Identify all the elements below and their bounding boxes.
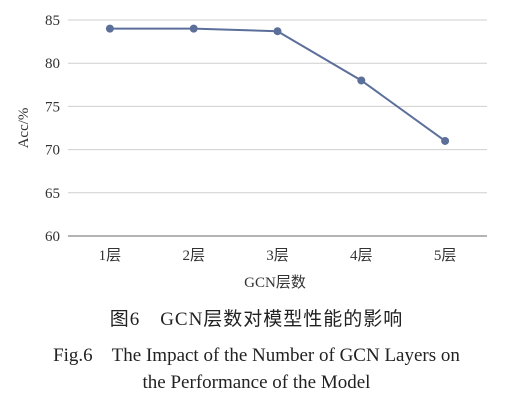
- x-tick-labels: 1层 2层 3层 4层 5层: [99, 248, 457, 264]
- line-chart: 60 65 70 75 80 85 1层 2层 3层 4层 5层 Acc/% GCN层数: [16, 13, 487, 291]
- y-axis-label: Acc/%: [16, 108, 32, 149]
- y-tick-label: 60: [45, 229, 60, 245]
- y-tick-label: 80: [45, 56, 60, 72]
- y-tick-labels: 60 65 70 75 80 85: [45, 13, 60, 245]
- figure-caption-english-line2: the Performance of the Model: [142, 372, 371, 393]
- x-axis-label: GCN层数: [244, 274, 306, 291]
- data-point: [105, 24, 114, 33]
- x-tick-label: 2层: [182, 248, 205, 264]
- y-tick-label: 75: [45, 99, 60, 115]
- data-point: [441, 136, 450, 145]
- x-tick-label: 5层: [434, 248, 457, 264]
- series-line: [109, 27, 446, 142]
- gridlines: [68, 19, 487, 237]
- x-tick-label: 4层: [350, 248, 373, 264]
- data-point: [273, 27, 282, 36]
- data-point: [189, 24, 198, 33]
- figure-caption-english-line1: Fig.6 The Impact of the Number of GCN La…: [53, 345, 460, 366]
- data-point: [357, 76, 366, 85]
- x-tick-label: 3层: [266, 248, 289, 264]
- y-tick-label: 65: [45, 186, 60, 202]
- y-tick-label: 70: [45, 143, 60, 159]
- series-group: [105, 24, 450, 145]
- figure-caption-chinese: 图6 GCN层数对模型性能的影响: [109, 309, 404, 330]
- y-tick-label: 85: [45, 13, 60, 29]
- x-tick-label: 1层: [99, 248, 122, 264]
